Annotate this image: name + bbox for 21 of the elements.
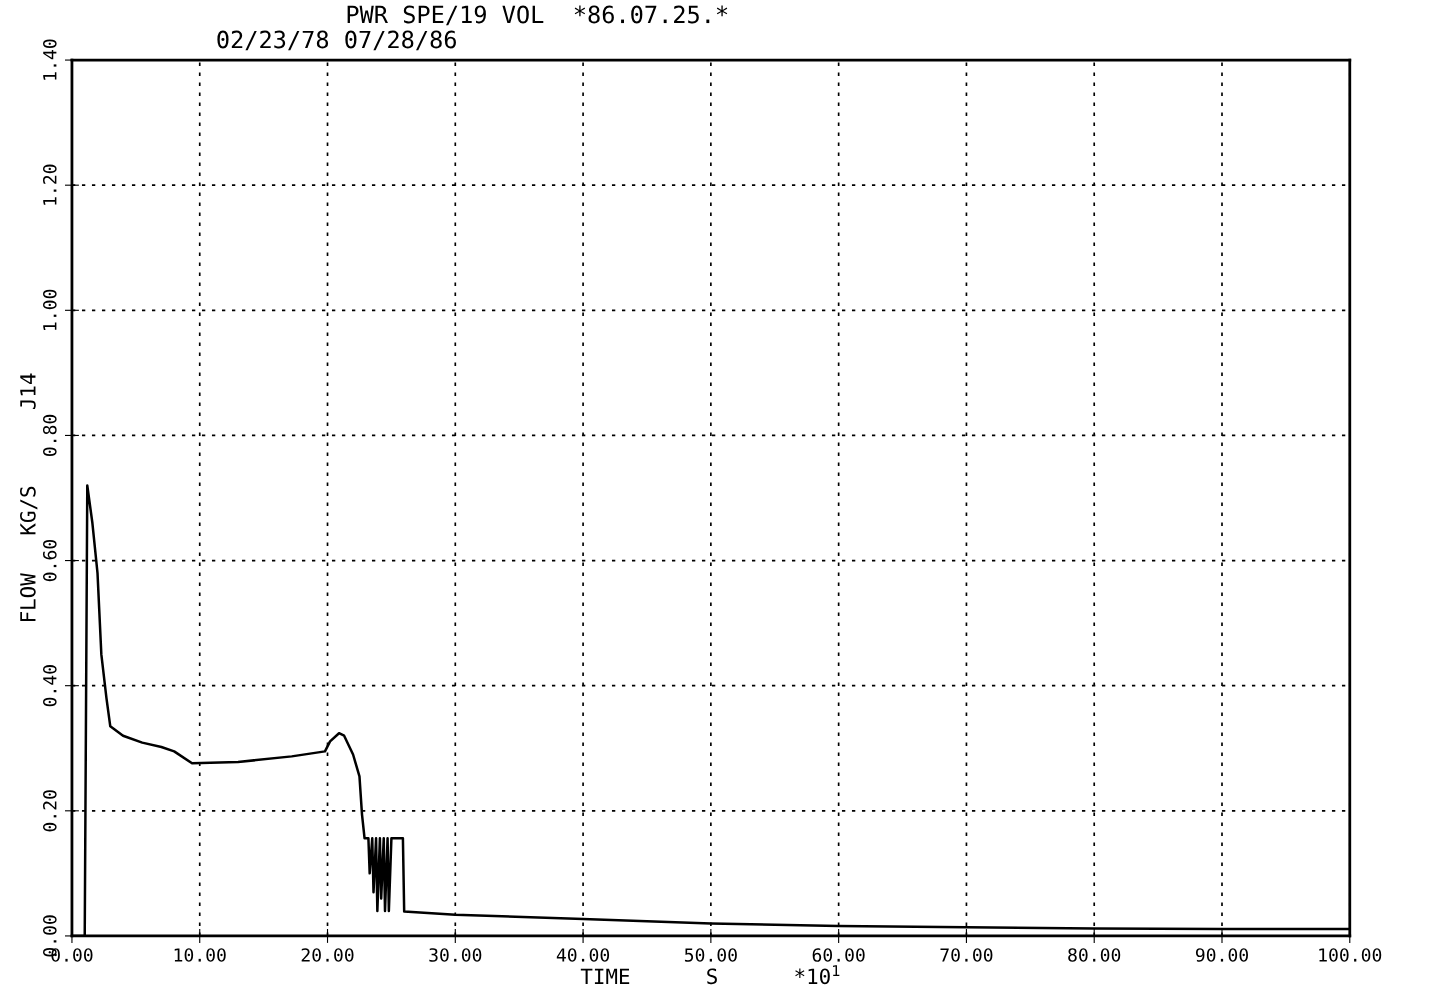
x-tick-label: 90.00 bbox=[1195, 948, 1248, 962]
y-tick-label: 0.60 bbox=[42, 539, 57, 582]
y-axis-title: FLOW KG/S J14 bbox=[20, 373, 38, 622]
y-tick-label: 0.40 bbox=[42, 665, 57, 707]
x-tick-label: 60.00 bbox=[812, 948, 865, 962]
chart-title: PWR SPE/19 VOL *86.07.25.* bbox=[347, 5, 728, 26]
x-tick-label: 10.00 bbox=[174, 948, 226, 962]
x-tick-label: 70.00 bbox=[940, 948, 993, 962]
y-tick-label: 1.00 bbox=[42, 289, 57, 330]
y-tick-label: 1.40 bbox=[42, 39, 57, 80]
chart-subtitle: 02/23/78 07/28/86 bbox=[217, 30, 456, 51]
y-tick-label: 0.20 bbox=[42, 790, 57, 832]
x-tick-label: 30.00 bbox=[429, 948, 482, 962]
x-tick-label: 50.00 bbox=[684, 948, 737, 962]
y-tick-label: 1.20 bbox=[42, 164, 57, 205]
x-tick-label: 20.00 bbox=[301, 948, 354, 962]
x-tick-label: 100.00 bbox=[1319, 948, 1382, 962]
y-tick-label: 0.80 bbox=[42, 414, 57, 456]
x-tick-label: 40.00 bbox=[556, 948, 610, 962]
x-tick-label: 80.00 bbox=[1068, 948, 1121, 962]
x-axis-title: TIME S *10$^{1}$ bbox=[580, 965, 840, 985]
